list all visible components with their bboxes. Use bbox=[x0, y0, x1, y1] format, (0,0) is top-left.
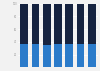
Bar bbox=[43, 4, 51, 45]
Bar bbox=[65, 4, 73, 44]
Bar bbox=[20, 4, 28, 44]
Bar bbox=[43, 45, 51, 67]
Bar bbox=[88, 44, 96, 67]
Bar bbox=[20, 44, 28, 67]
Bar bbox=[54, 44, 62, 67]
Bar bbox=[88, 4, 96, 44]
Bar bbox=[54, 4, 62, 44]
Bar bbox=[32, 4, 39, 44]
Bar bbox=[65, 44, 73, 67]
Bar bbox=[32, 44, 39, 67]
Bar bbox=[77, 44, 84, 67]
Bar bbox=[77, 4, 84, 44]
